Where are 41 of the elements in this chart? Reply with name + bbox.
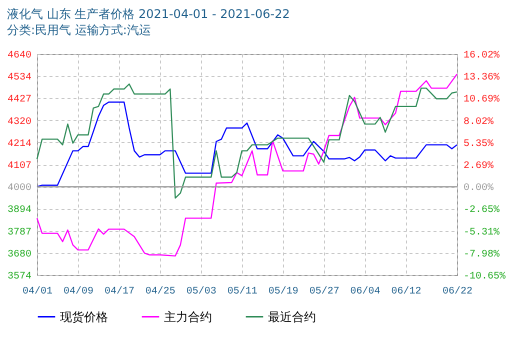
x-tick-label: 04/01 [22, 286, 53, 298]
x-tick-label: 06/12 [391, 286, 422, 298]
x-tick-label: 06/04 [350, 286, 380, 298]
x-tick-label: 04/25 [145, 286, 176, 298]
y-tick-label: 3574 [7, 272, 32, 282]
y2-tick-label: -7.98% [464, 249, 500, 260]
y-tick-label: 3894 [7, 205, 32, 216]
y-tick-label: 4427 [7, 94, 32, 106]
y2-tick-label: 16.02% [464, 50, 500, 62]
y2-tick-label: 5.35% [464, 138, 494, 150]
line-series [36, 102, 458, 188]
y-tick-label: 4000 [7, 183, 32, 194]
x-tick-label: 05/27 [309, 286, 340, 298]
legend-label: 主力合约 [164, 310, 212, 324]
y2-tick-label: 0.00% [464, 183, 494, 194]
y-tick-label: 3680 [7, 250, 32, 261]
x-tick-label: 05/19 [268, 286, 298, 298]
chart-subtitle: 分类:民用气 运输方式:汽运 [6, 23, 151, 37]
y2-tick-label: 8.02% [464, 116, 494, 128]
y-tick-label: 4534 [7, 72, 32, 84]
y2-tick-label: 2.69% [464, 160, 494, 172]
x-tick-label: 05/11 [227, 286, 258, 298]
y2-tick-label: 10.69% [464, 94, 500, 106]
y-tick-label: 3787 [7, 227, 32, 238]
legend-label: 现货价格 [60, 310, 108, 324]
y2-tick-label: -10.65% [464, 272, 506, 282]
line-series [36, 74, 458, 257]
x-tick-label: 04/09 [63, 286, 94, 298]
y-tick-label: 4640 [7, 50, 32, 62]
line-series [36, 83, 458, 199]
y-tick-label: 4107 [7, 161, 32, 172]
x-tick-label: 05/03 [186, 286, 216, 298]
y2-tick-label: -2.65% [464, 205, 500, 216]
y2-tick-label: 13.36% [464, 72, 500, 84]
y-tick-label: 4320 [7, 116, 32, 128]
x-tick-label: 06/22 [442, 286, 473, 298]
y2-tick-label: -5.31% [464, 227, 500, 238]
chart-title: 液化气 山东 生产者价格 2021-04-01 - 2021-06-22 [6, 7, 290, 21]
y-tick-label: 4214 [7, 138, 32, 150]
legend-label: 最近合约 [268, 310, 316, 324]
x-tick-label: 04/17 [104, 286, 134, 298]
